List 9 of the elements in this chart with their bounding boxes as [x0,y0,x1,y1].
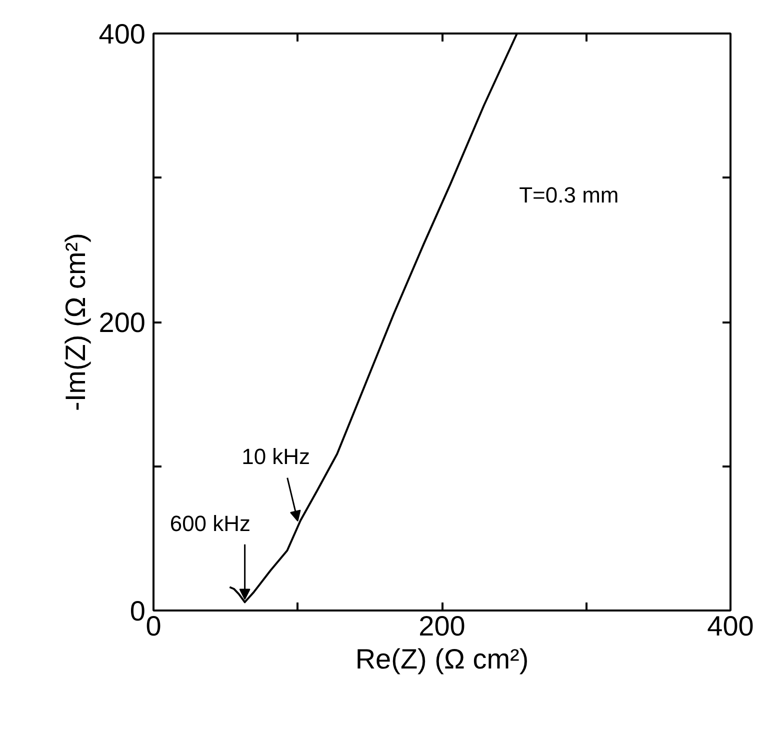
annotation: 600 kHz [170,510,251,536]
x-axis-title: Re(Z) (Ω cm²) [355,644,529,674]
x-tick-label: 400 [707,610,754,642]
annotation: 10 kHz [242,444,310,470]
y-tick-label: 200 [98,307,146,338]
y-axis-title: -Im(Z) (Ω cm²) [60,233,91,411]
annotation: T=0.3 mm [519,182,619,208]
x-tick-label: 200 [418,610,466,642]
y-tick-label: 400 [98,18,146,50]
